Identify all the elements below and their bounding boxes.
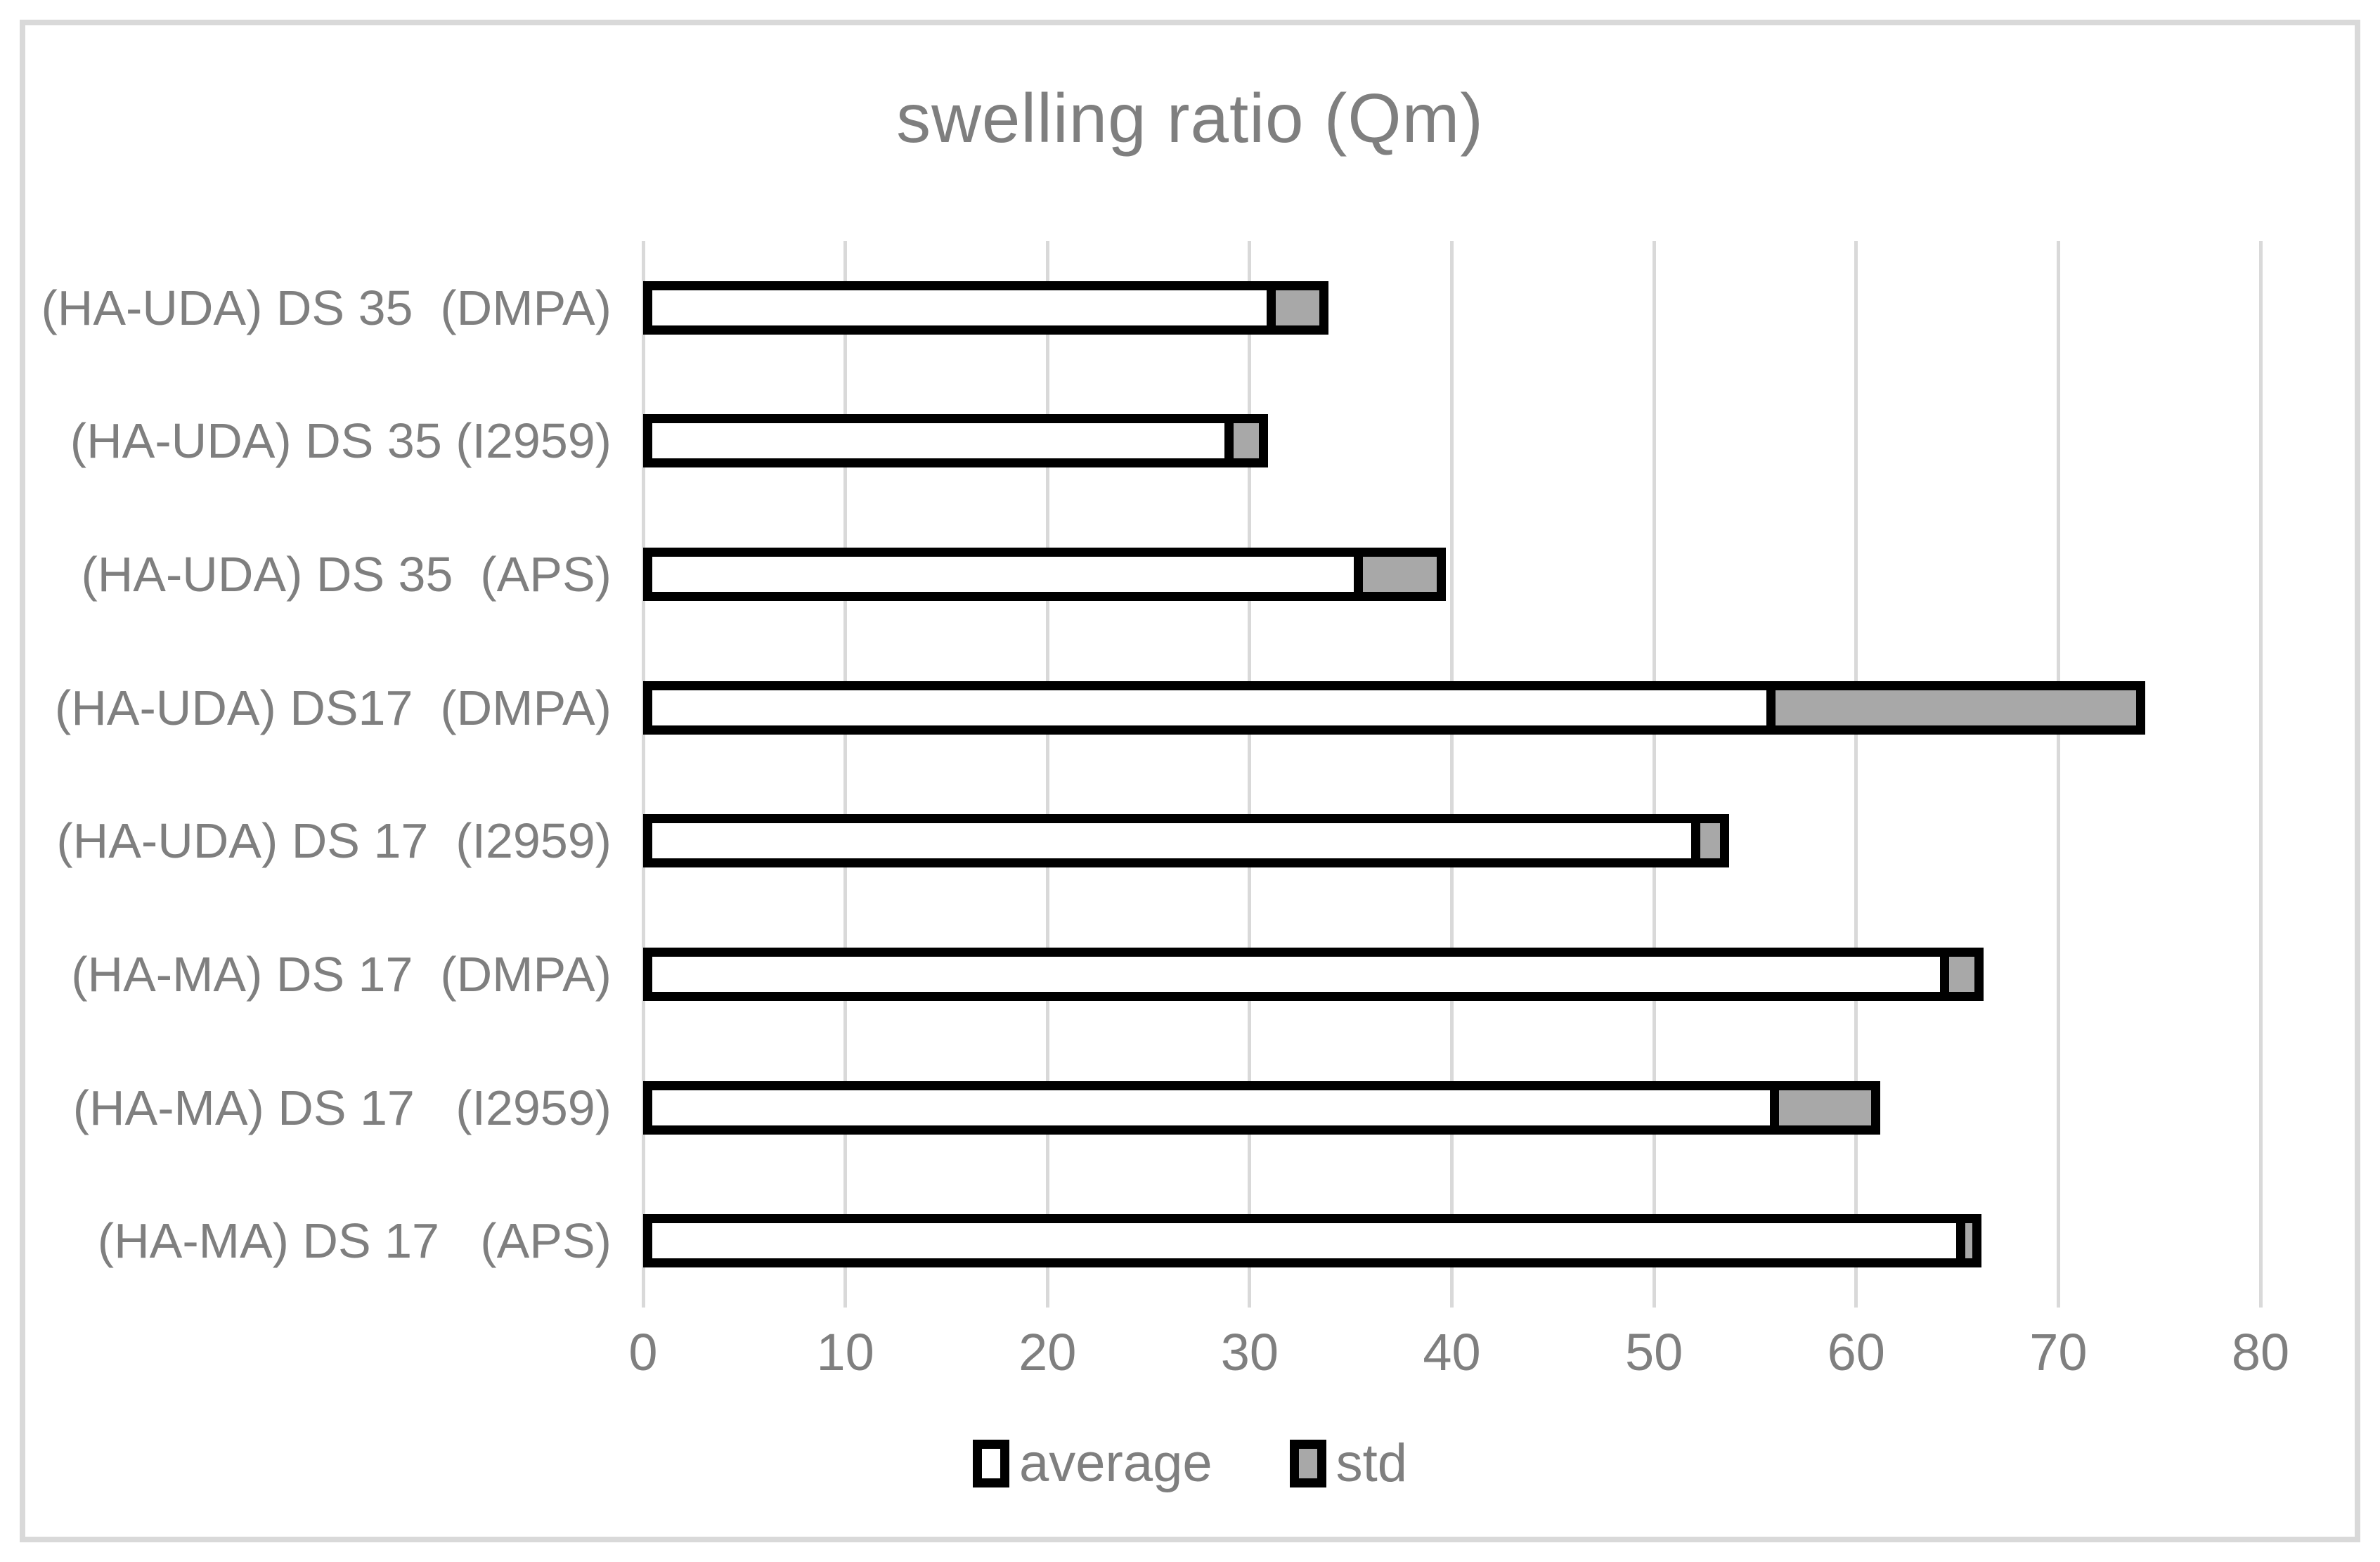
x-tick-label: 40 [1423,1323,1481,1381]
bar-row [643,908,2261,1041]
bar-std-segment [1956,1214,1982,1268]
legend-item-average: average [972,1433,1212,1494]
category-label: (HA-MA) DS 17 (APS) [97,1213,612,1269]
average-swatch-icon [972,1439,1009,1487]
gridline [2056,241,2060,1308]
plot-area [641,241,2263,1308]
chart-title: swelling ratio (Qm) [896,79,1484,157]
gridline [1248,241,1252,1308]
bar-row [643,641,2261,775]
category-label: (HA-UDA) DS 35 (APS) [81,547,612,602]
chart-frame [20,20,2360,1542]
bar-row [643,1041,2261,1175]
bar-average-segment [643,1214,1966,1268]
x-tick-label: 30 [1220,1323,1279,1381]
category-label: (HA-UDA) DS 35 (I2959) [70,413,612,469]
category-label: (HA-UDA) DS 17 (I2959) [56,813,612,869]
bar-average-segment [643,814,1701,868]
bar-average-segment [643,680,1776,735]
bar-row [643,775,2261,908]
bar-std-segment [1224,414,1268,468]
gridline [641,241,645,1308]
gridline [1450,241,1454,1308]
legend: average std [0,1433,2380,1494]
bar-row [643,1174,2261,1308]
bar-average-segment [643,947,1950,1001]
value-axis: 0 10 20 30 40 50 60 70 80 [628,1320,2289,1390]
x-tick-label: 80 [2231,1323,2290,1381]
category-label: (HA-UDA) DS17 (DMPA) [54,680,612,735]
category-label: (HA-MA) DS 17 (I2959) [72,1080,612,1135]
x-tick-label: 70 [2029,1323,2088,1381]
gridline [1652,241,1656,1308]
gridline [1854,241,1858,1308]
bar-average-segment [643,280,1276,335]
category-axis: (HA-UDA) DS 35 (DMPA) (HA-UDA) DS 35 (I29… [35,241,612,1308]
bar-average-segment [643,1080,1780,1135]
category-label: (HA-UDA) DS 35 (DMPA) [41,280,612,335]
bar-row [643,375,2261,508]
gridline [1045,241,1049,1308]
gridline [2258,241,2263,1308]
bar-average-segment [643,548,1363,602]
bar-average-segment [643,414,1234,468]
bar-row [643,241,2261,375]
x-tick-label: 0 [628,1323,658,1381]
bar-std-segment [1353,548,1446,602]
bar-std-segment [1770,1080,1881,1135]
x-tick-label: 60 [1827,1323,1885,1381]
bar-std-segment [1267,280,1329,335]
legend-item-std: std [1289,1433,1408,1494]
std-swatch-icon [1289,1439,1326,1487]
bar-row [643,508,2261,641]
legend-label-average: average [1018,1433,1212,1493]
bar-std-segment [1691,814,1729,868]
gridline [843,241,848,1308]
x-tick-label: 10 [816,1323,874,1381]
bar-std-segment [1766,680,2146,735]
bar-std-segment [1940,947,1984,1001]
legend-label-std: std [1335,1433,1408,1493]
x-tick-label: 50 [1624,1323,1683,1381]
x-tick-label: 20 [1018,1323,1077,1381]
category-label: (HA-MA) DS 17 (DMPA) [71,946,612,1002]
